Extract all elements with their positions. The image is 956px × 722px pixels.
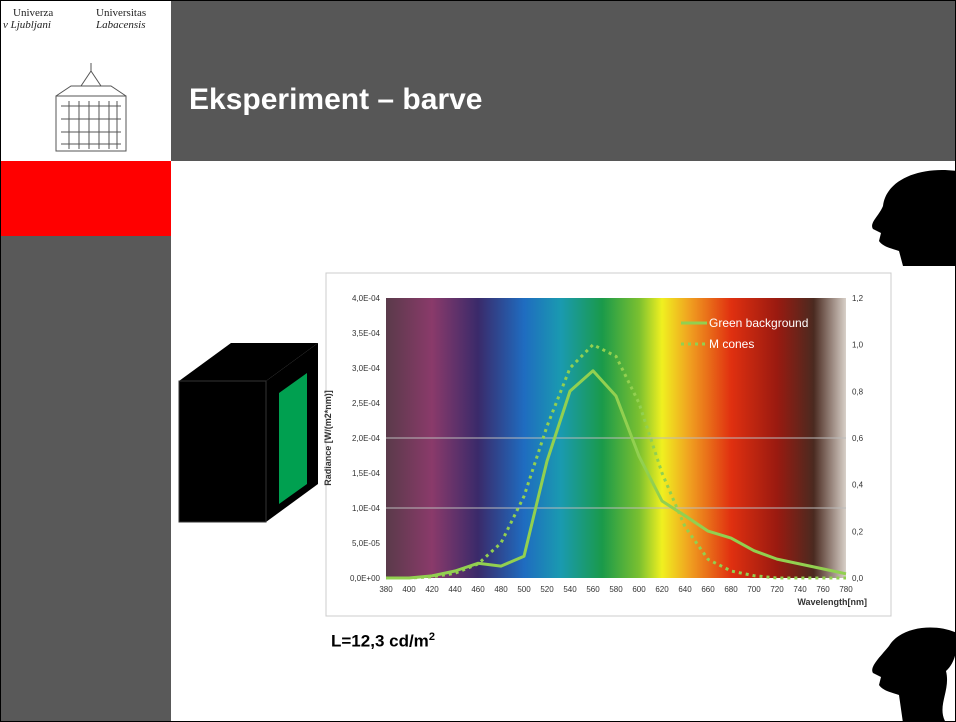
x-tick-label: 620 bbox=[655, 585, 669, 594]
x-tick-label: 700 bbox=[747, 585, 761, 594]
y-tick-label: 3,0E-04 bbox=[352, 364, 381, 373]
x-tick-label: 600 bbox=[632, 585, 646, 594]
luminance-superscript: 2 bbox=[429, 631, 435, 643]
y2-tick-label: 0,4 bbox=[852, 481, 864, 490]
y2-tick-label: 0,8 bbox=[852, 387, 864, 396]
y2-tick-label: 1,0 bbox=[852, 341, 864, 350]
x-tick-label: 660 bbox=[701, 585, 715, 594]
x-tick-label: 420 bbox=[425, 585, 439, 594]
x-tick-label: 540 bbox=[563, 585, 577, 594]
x-tick-label: 640 bbox=[678, 585, 692, 594]
chart: Radiance [W/(m2*nm)] Wavelength[nm] 0,0E… bbox=[1, 1, 956, 722]
x-tick-label: 740 bbox=[793, 585, 807, 594]
x-tick-label: 500 bbox=[517, 585, 531, 594]
slide: Univerza v Ljubljani Universitas Labacen… bbox=[0, 0, 956, 722]
luminance-label: L=12,3 cd/m2 bbox=[331, 631, 435, 652]
x-axis-label: Wavelength[nm] bbox=[797, 597, 867, 607]
y2-tick-label: 1,2 bbox=[852, 294, 864, 303]
x-tick-label: 580 bbox=[609, 585, 623, 594]
x-tick-label: 720 bbox=[770, 585, 784, 594]
y2-tick-label: 0,6 bbox=[852, 434, 864, 443]
x-tick-label: 760 bbox=[816, 585, 830, 594]
x-tick-label: 480 bbox=[494, 585, 508, 594]
luminance-text: L=12,3 cd/m bbox=[331, 632, 429, 651]
x-tick-label: 780 bbox=[839, 585, 853, 594]
y-tick-label: 2,0E-04 bbox=[352, 434, 381, 443]
x-tick-label: 560 bbox=[586, 585, 600, 594]
x-tick-label: 440 bbox=[448, 585, 462, 594]
legend-label: Green background bbox=[709, 316, 808, 330]
y2-tick-label: 0,2 bbox=[852, 527, 864, 536]
y-tick-label: 3,5E-04 bbox=[352, 329, 381, 338]
x-tick-label: 520 bbox=[540, 585, 554, 594]
y-tick-label: 1,5E-04 bbox=[352, 469, 381, 478]
x-tick-label: 460 bbox=[471, 585, 485, 594]
y-tick-label: 4,0E-04 bbox=[352, 294, 381, 303]
legend-label: M cones bbox=[709, 337, 754, 351]
y-tick-label: 0,0E+00 bbox=[350, 574, 381, 583]
y-tick-label: 2,5E-04 bbox=[352, 399, 381, 408]
x-tick-label: 680 bbox=[724, 585, 738, 594]
y2-tick-label: 0,0 bbox=[852, 574, 864, 583]
y-tick-label: 5,0E-05 bbox=[352, 539, 381, 548]
x-tick-label: 380 bbox=[379, 585, 393, 594]
y-axis-label: Radiance [W/(m2*nm)] bbox=[323, 390, 333, 486]
y-tick-label: 1,0E-04 bbox=[352, 504, 381, 513]
x-tick-label: 400 bbox=[402, 585, 416, 594]
